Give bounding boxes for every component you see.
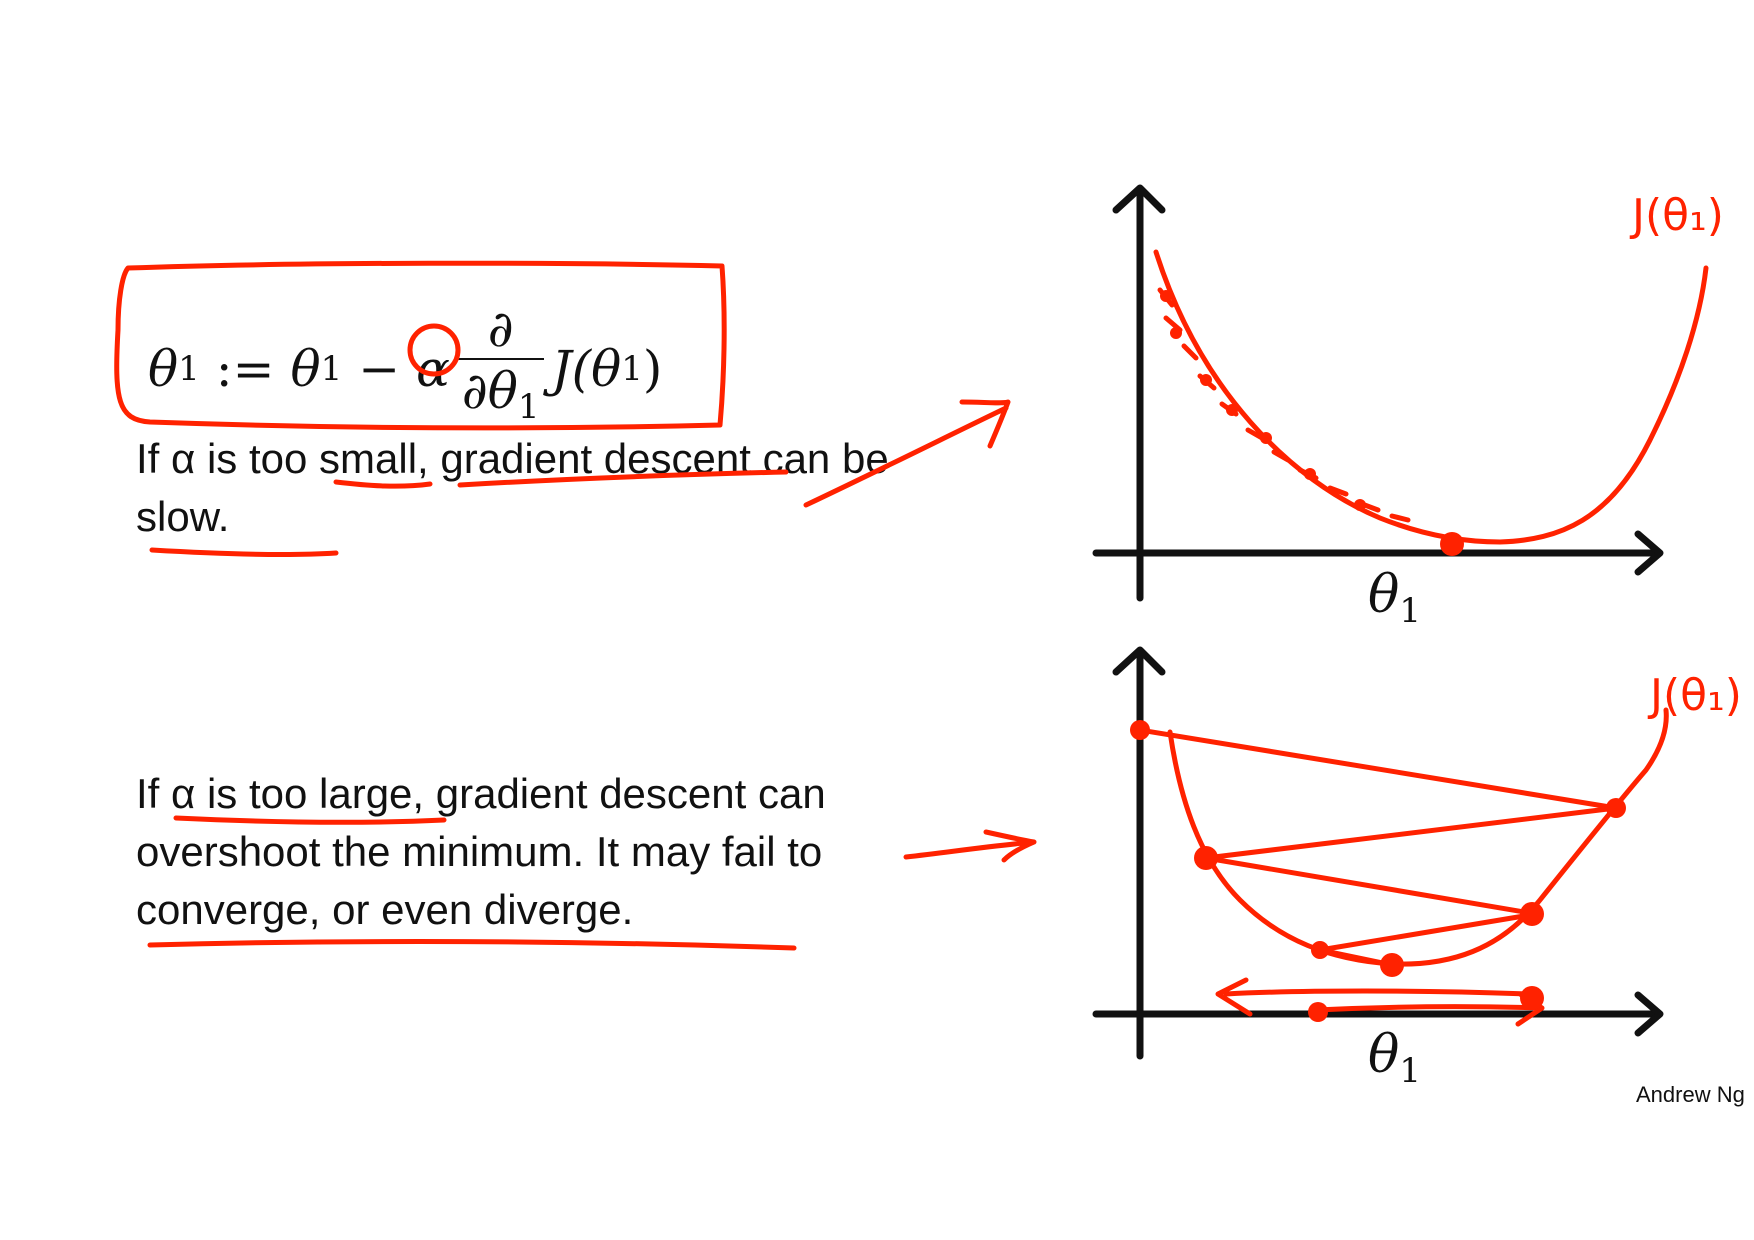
top-axis-label-var: θ	[1368, 565, 1400, 625]
bottom-graph-cost-curve	[1167, 707, 1669, 967]
underline-fail-to-converge	[147, 939, 797, 951]
paragraph-alpha-too-large: If α is too large, gradient descent can …	[136, 770, 826, 933]
bottom-graph-y-arrowhead	[1112, 646, 1166, 676]
top-graph-curve-label: J(θ₁)	[1632, 190, 1724, 241]
underline-small	[333, 479, 433, 489]
alpha-circle-annotation	[407, 323, 461, 377]
formula-lhs-sub: 1	[178, 349, 200, 389]
top-graph-axes	[1092, 184, 1664, 602]
bottom-graph-axis-dots	[1308, 986, 1544, 1022]
formula-frac-den-sub: 1	[517, 387, 540, 427]
bottom-graph-x-arrowhead	[1634, 991, 1664, 1037]
formula-rhs-sub: 1	[320, 349, 343, 389]
formula-derivative: ∂ ∂θ1	[457, 300, 544, 438]
formula-frac-num: ∂	[487, 300, 514, 358]
formula-func: J(θ	[551, 340, 622, 398]
bottom-graph-axes	[1092, 646, 1664, 1060]
bottom-graph-step-markers	[1130, 720, 1626, 977]
author-credit: Andrew Ng	[1636, 1082, 1745, 1107]
bottom-graph-overshoot-path	[1137, 727, 1619, 968]
bottom-graph-bounce-arrows	[1215, 977, 1545, 1027]
top-graph-cost-curve	[1153, 249, 1709, 545]
underline-can-be-slow	[149, 547, 339, 557]
formula-rhs-var: θ	[290, 340, 321, 398]
bottom-axis-label-sub: 1	[1399, 1051, 1421, 1091]
formula-minus: −	[358, 340, 401, 398]
arrow-to-top-graph	[803, 399, 1011, 508]
top-graph-x-axis-label: θ1	[1368, 565, 1421, 631]
formula-assign: :=	[215, 340, 275, 398]
formula-func-sub: 1	[621, 349, 643, 389]
arrow-to-bottom-graph	[903, 829, 1037, 863]
formula-func-close: )	[642, 340, 663, 398]
formula-box-annotation	[114, 260, 727, 431]
top-graph-minimum-dot	[1440, 532, 1464, 556]
top-graph-small-steps	[1157, 287, 1411, 523]
underline-alpha-too-large	[173, 815, 447, 825]
bottom-graph-curve-label: J(θ₁)	[1650, 670, 1742, 721]
formula-lhs-var: θ	[148, 340, 179, 398]
bottom-axis-label-var: θ	[1368, 1025, 1400, 1085]
underline-gradient-descent	[457, 469, 789, 488]
top-graph-x-arrowhead	[1634, 530, 1664, 576]
top-graph-step-markers	[1160, 290, 1366, 511]
formula-frac-den-var: ∂θ	[461, 362, 518, 420]
top-axis-label-sub: 1	[1399, 591, 1421, 631]
top-graph-y-arrowhead	[1112, 184, 1166, 214]
formula-frac-den: ∂θ1	[457, 358, 544, 438]
bottom-graph-x-axis-label: θ1	[1368, 1025, 1421, 1091]
